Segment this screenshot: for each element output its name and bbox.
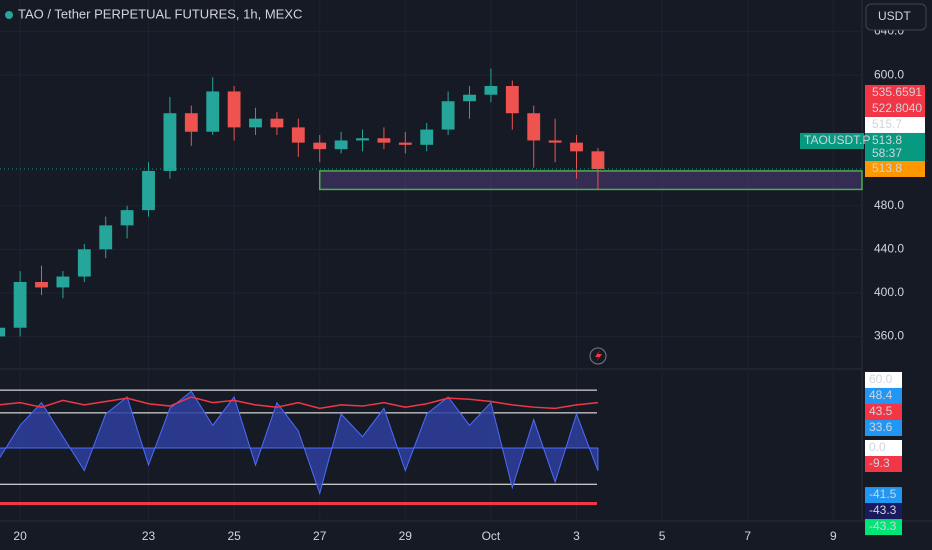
y-tick-label: 480.0 (874, 198, 904, 212)
x-tick-label: 9 (830, 529, 837, 543)
osc-value-tag (865, 403, 902, 420)
candle-body (142, 170, 155, 211)
candle-body (206, 91, 220, 132)
candle-body (270, 118, 284, 128)
candle-body (249, 118, 262, 128)
price-tag (865, 116, 925, 133)
x-tick-label: 23 (142, 529, 156, 543)
price-tag (865, 132, 925, 161)
candle-body (398, 142, 412, 145)
osc-value-tag (865, 487, 902, 504)
osc-value-tag (865, 387, 902, 404)
candle-body (548, 140, 562, 143)
candle-body (334, 140, 348, 150)
candle-body (527, 113, 541, 141)
x-tick-label: 7 (744, 529, 751, 543)
countdown: 58:37 (872, 146, 902, 160)
candle-body (56, 276, 70, 288)
x-tick-label: 29 (399, 529, 413, 543)
osc-value-tag (865, 440, 902, 457)
x-tick-label: 20 (13, 529, 27, 543)
osc-value-label: 0.0 (869, 440, 886, 454)
candle-body (505, 86, 519, 114)
candle-body (35, 281, 48, 288)
osc-area (0, 390, 599, 496)
price-tag-label: 522.8040 (872, 101, 922, 115)
osc-value-tag (865, 456, 902, 473)
y-tick-label: 440.0 (874, 241, 904, 255)
flash-bolt (595, 350, 602, 362)
candle-body (13, 281, 27, 328)
candle-body (120, 210, 134, 226)
zone (318, 170, 863, 191)
price-tag-label: 535.6591 (872, 85, 922, 99)
symbol-tag: TAOUSDT.P (804, 133, 870, 147)
chart-title: TAO / Tether PERPETUAL FUTURES, 1h, MEXC (18, 6, 302, 21)
price-tag (865, 100, 925, 117)
osc-value-label: -43.3 (869, 519, 897, 533)
osc-value-label: -43.3 (869, 503, 897, 517)
price-tag (865, 160, 925, 177)
osc-value-tag (865, 503, 902, 520)
symbol-tag-bg (800, 132, 864, 149)
candles (0, 68, 862, 337)
candle-body (420, 129, 434, 145)
candle-body (591, 151, 605, 169)
candle-body (163, 113, 177, 171)
candle-body (313, 142, 327, 150)
candle-body (291, 127, 305, 143)
candle-body (463, 94, 476, 102)
y-tick-label: 600.0 (874, 67, 904, 81)
price-tag (865, 84, 925, 101)
osc-value-label: 60.0 (869, 372, 893, 386)
osc-value-label: -41.5 (869, 487, 897, 501)
osc-value-label: 43.5 (869, 404, 893, 418)
price-tag-label: 513.8 (872, 133, 902, 147)
x-tick-label: Oct (482, 529, 501, 543)
x-tick-label: 3 (573, 529, 580, 543)
x-tick-label: 5 (659, 529, 666, 543)
candle-body (484, 86, 498, 95)
candle-body (570, 142, 583, 152)
osc-value-tag (865, 419, 902, 436)
candle-body (377, 138, 391, 143)
osc-value-tag (865, 519, 902, 536)
currency-button[interactable] (865, 3, 927, 31)
x-tick-label: 27 (313, 529, 327, 543)
x-tick-label: 25 (227, 529, 241, 543)
oscillator (0, 389, 599, 506)
y-tick-label: 360.0 (874, 329, 904, 343)
osc-value-label: -9.3 (869, 456, 890, 470)
candle-body (77, 249, 91, 277)
price-tag-label: 515.7 (872, 117, 902, 131)
candle-body (99, 225, 113, 250)
currency-label[interactable]: USDT (878, 9, 911, 23)
flash-icon[interactable] (589, 347, 607, 365)
signal-line (0, 396, 599, 410)
osc-value-tag (865, 371, 902, 388)
status-dot (5, 11, 13, 19)
candle-body (356, 138, 369, 141)
y-tick-label: 400.0 (874, 285, 904, 299)
candle-body (0, 327, 6, 337)
candle-body (184, 113, 198, 132)
zone-layer (318, 170, 863, 191)
osc-value-label: 48.4 (869, 388, 893, 402)
price-tag-label: 513.8 (872, 161, 902, 175)
candle-body (227, 91, 241, 128)
candle-body (441, 101, 455, 130)
osc-value-label: 33.6 (869, 420, 893, 434)
